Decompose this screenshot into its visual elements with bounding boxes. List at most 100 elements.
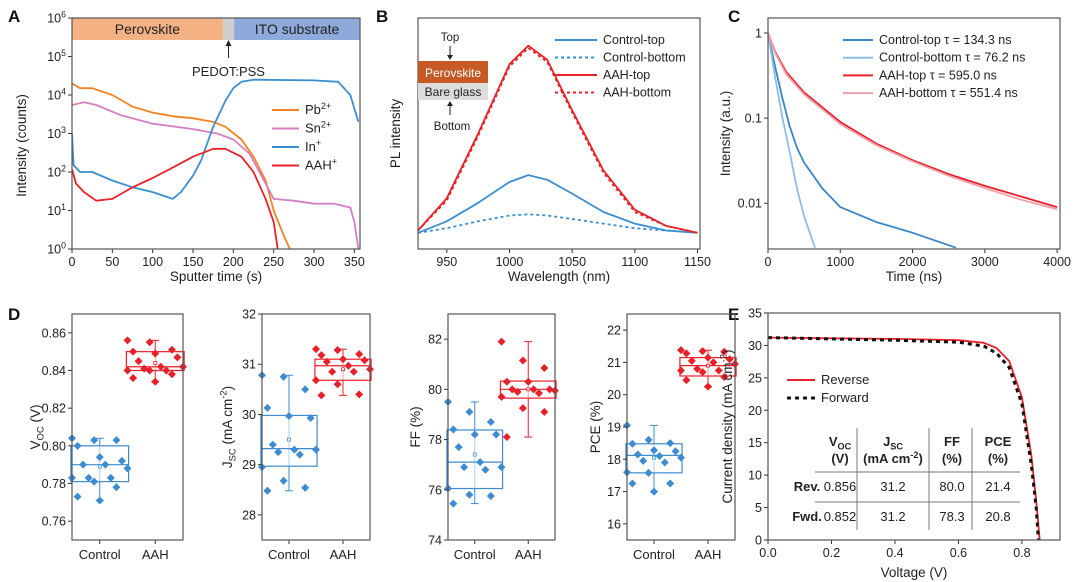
data-point-D2: [333, 380, 342, 389]
data-point-D4: [677, 346, 685, 355]
x-axis-label-C: Time (ns): [886, 269, 943, 284]
y-tick-label-E: 35: [748, 307, 762, 321]
x-tick-label-A: 250: [263, 255, 284, 269]
series-line-B-control-bottom: [418, 213, 698, 234]
data-point-D4: [677, 453, 685, 462]
data-point-D2: [301, 385, 310, 394]
data-point-D3: [465, 490, 474, 499]
data-point-D2: [312, 376, 320, 385]
x-tick-label-E: 0.2: [823, 546, 840, 560]
legend-label-B: AAH-bottom: [603, 86, 671, 100]
y-tick-label-D3: 82: [428, 333, 442, 347]
category-label-D1-control: Control: [79, 547, 121, 562]
panel-C-frame: [767, 17, 1061, 250]
data-point-D1: [112, 483, 121, 492]
data-point-D3: [518, 404, 527, 413]
inset-down-arrowhead: [447, 55, 453, 60]
y-tick-label-E: 5: [755, 501, 762, 515]
data-point-D4: [698, 347, 707, 356]
box-D1-control: [70, 445, 130, 483]
table-row-label: Rev.: [794, 479, 821, 494]
data-point-D2: [268, 440, 277, 449]
legend-label-C: AAH-top τ = 595.0 ns: [879, 68, 997, 82]
data-point-D3: [486, 492, 495, 501]
panel-letter-C: C: [728, 7, 740, 26]
data-point-D1: [123, 366, 132, 375]
panel-B-frame: [417, 17, 701, 250]
data-point-D4: [655, 452, 664, 461]
y-axis-label-D1: VOC (V): [28, 405, 46, 450]
y-axis-label-A: Intensity (counts): [14, 94, 29, 197]
category-label-D3-aah: AAH: [515, 547, 542, 562]
y-tick-label-D3: 76: [428, 483, 442, 497]
inset-perovskite-layer: [418, 61, 488, 83]
data-point-D2: [263, 403, 272, 412]
data-point-D4: [725, 355, 734, 364]
data-point-D2: [312, 345, 320, 354]
series-line-A-pb: [72, 82, 291, 249]
data-point-D4: [714, 366, 723, 375]
data-point-D1: [151, 377, 160, 386]
category-label-D4-control: Control: [633, 547, 675, 562]
panel-C-axes: 0 1000 2000 3000 4000 0.01 0.1 1: [738, 17, 1071, 269]
data-point-D4: [693, 364, 702, 373]
y-tick-label-D2: 30: [242, 408, 256, 422]
y-tick-label-A: 104: [47, 87, 66, 103]
panel-E-axes: 0.0 0.2 0.4 0.6 0.8 0 5 10 15 20 25 30 35: [748, 307, 1061, 560]
data-point-D2: [295, 450, 304, 459]
y-tick-label-D2: 29: [242, 458, 256, 472]
data-point-D1: [117, 456, 126, 465]
legend-label-C: Control-top τ = 134.3 ns: [879, 33, 1011, 47]
x-tick-label-A: 50: [105, 255, 119, 269]
series-line-B-control-top: [418, 174, 698, 234]
legend-label-E: Reverse: [821, 372, 869, 387]
y-tick-label-D3: 80: [428, 383, 442, 397]
data-point-D4: [687, 356, 696, 365]
data-point-D4: [650, 446, 658, 455]
inset-top-label: Top: [441, 32, 460, 44]
data-point-D3: [497, 337, 506, 346]
inset-glass-layer: [418, 83, 488, 100]
data-point-D3: [545, 385, 554, 394]
data-point-D2: [306, 413, 315, 422]
annotation-arrowhead: [225, 40, 232, 46]
table-cell: 21.4: [985, 479, 1010, 494]
legend-label-A: Sn2+: [305, 119, 331, 135]
y-tick-label-D4: 20: [607, 388, 621, 402]
category-label-D3-control: Control: [454, 547, 496, 562]
series-line-A-in: [72, 78, 360, 200]
panel-D4-axes: 16 17 18 19 20 21 22: [607, 313, 736, 541]
data-point-D2: [339, 355, 347, 364]
y-axis-label-B: PL intensity: [388, 99, 403, 169]
inset-glass-label: Bare glass: [425, 85, 482, 99]
series-line-C-aah-bottom-ns: [768, 32, 1058, 211]
x-tick-label-A: 200: [223, 255, 244, 269]
y-tick-label-C: 1: [755, 26, 762, 40]
legend-label-B: AAH-top: [603, 68, 650, 82]
y-tick-label-D1: 0.82: [42, 402, 66, 416]
data-point-D4: [660, 458, 669, 467]
panel-D3-frame: [447, 313, 556, 541]
y-tick-label-D2: 31: [242, 358, 256, 372]
region-label: Perovskite: [115, 21, 181, 37]
y-tick-label-D4: 18: [607, 453, 621, 467]
series-line-B-aah-top: [418, 44, 698, 234]
table-header-unit: (V): [831, 451, 848, 466]
table-cell: 0.852: [824, 509, 857, 524]
panel-letter-B: B: [376, 7, 388, 26]
x-tick-label-E: 0.4: [886, 546, 903, 560]
table-header: PCE: [985, 434, 1012, 449]
data-point-D4: [720, 372, 729, 381]
category-label-D2-control: Control: [268, 547, 310, 562]
data-point-D3: [502, 377, 511, 386]
data-point-D2: [285, 411, 293, 420]
data-point-D4: [677, 366, 685, 375]
data-point-D1: [123, 464, 132, 473]
box-mean-D3: [472, 452, 477, 457]
data-point-D2: [317, 351, 326, 360]
panel-D2-axes: 28 29 30 31 32: [242, 308, 371, 541]
data-point-D3: [470, 430, 479, 439]
inset-bottom-label: Bottom: [434, 121, 470, 133]
y-tick-label-D1: 0.76: [42, 515, 66, 529]
data-point-D1: [167, 370, 176, 379]
